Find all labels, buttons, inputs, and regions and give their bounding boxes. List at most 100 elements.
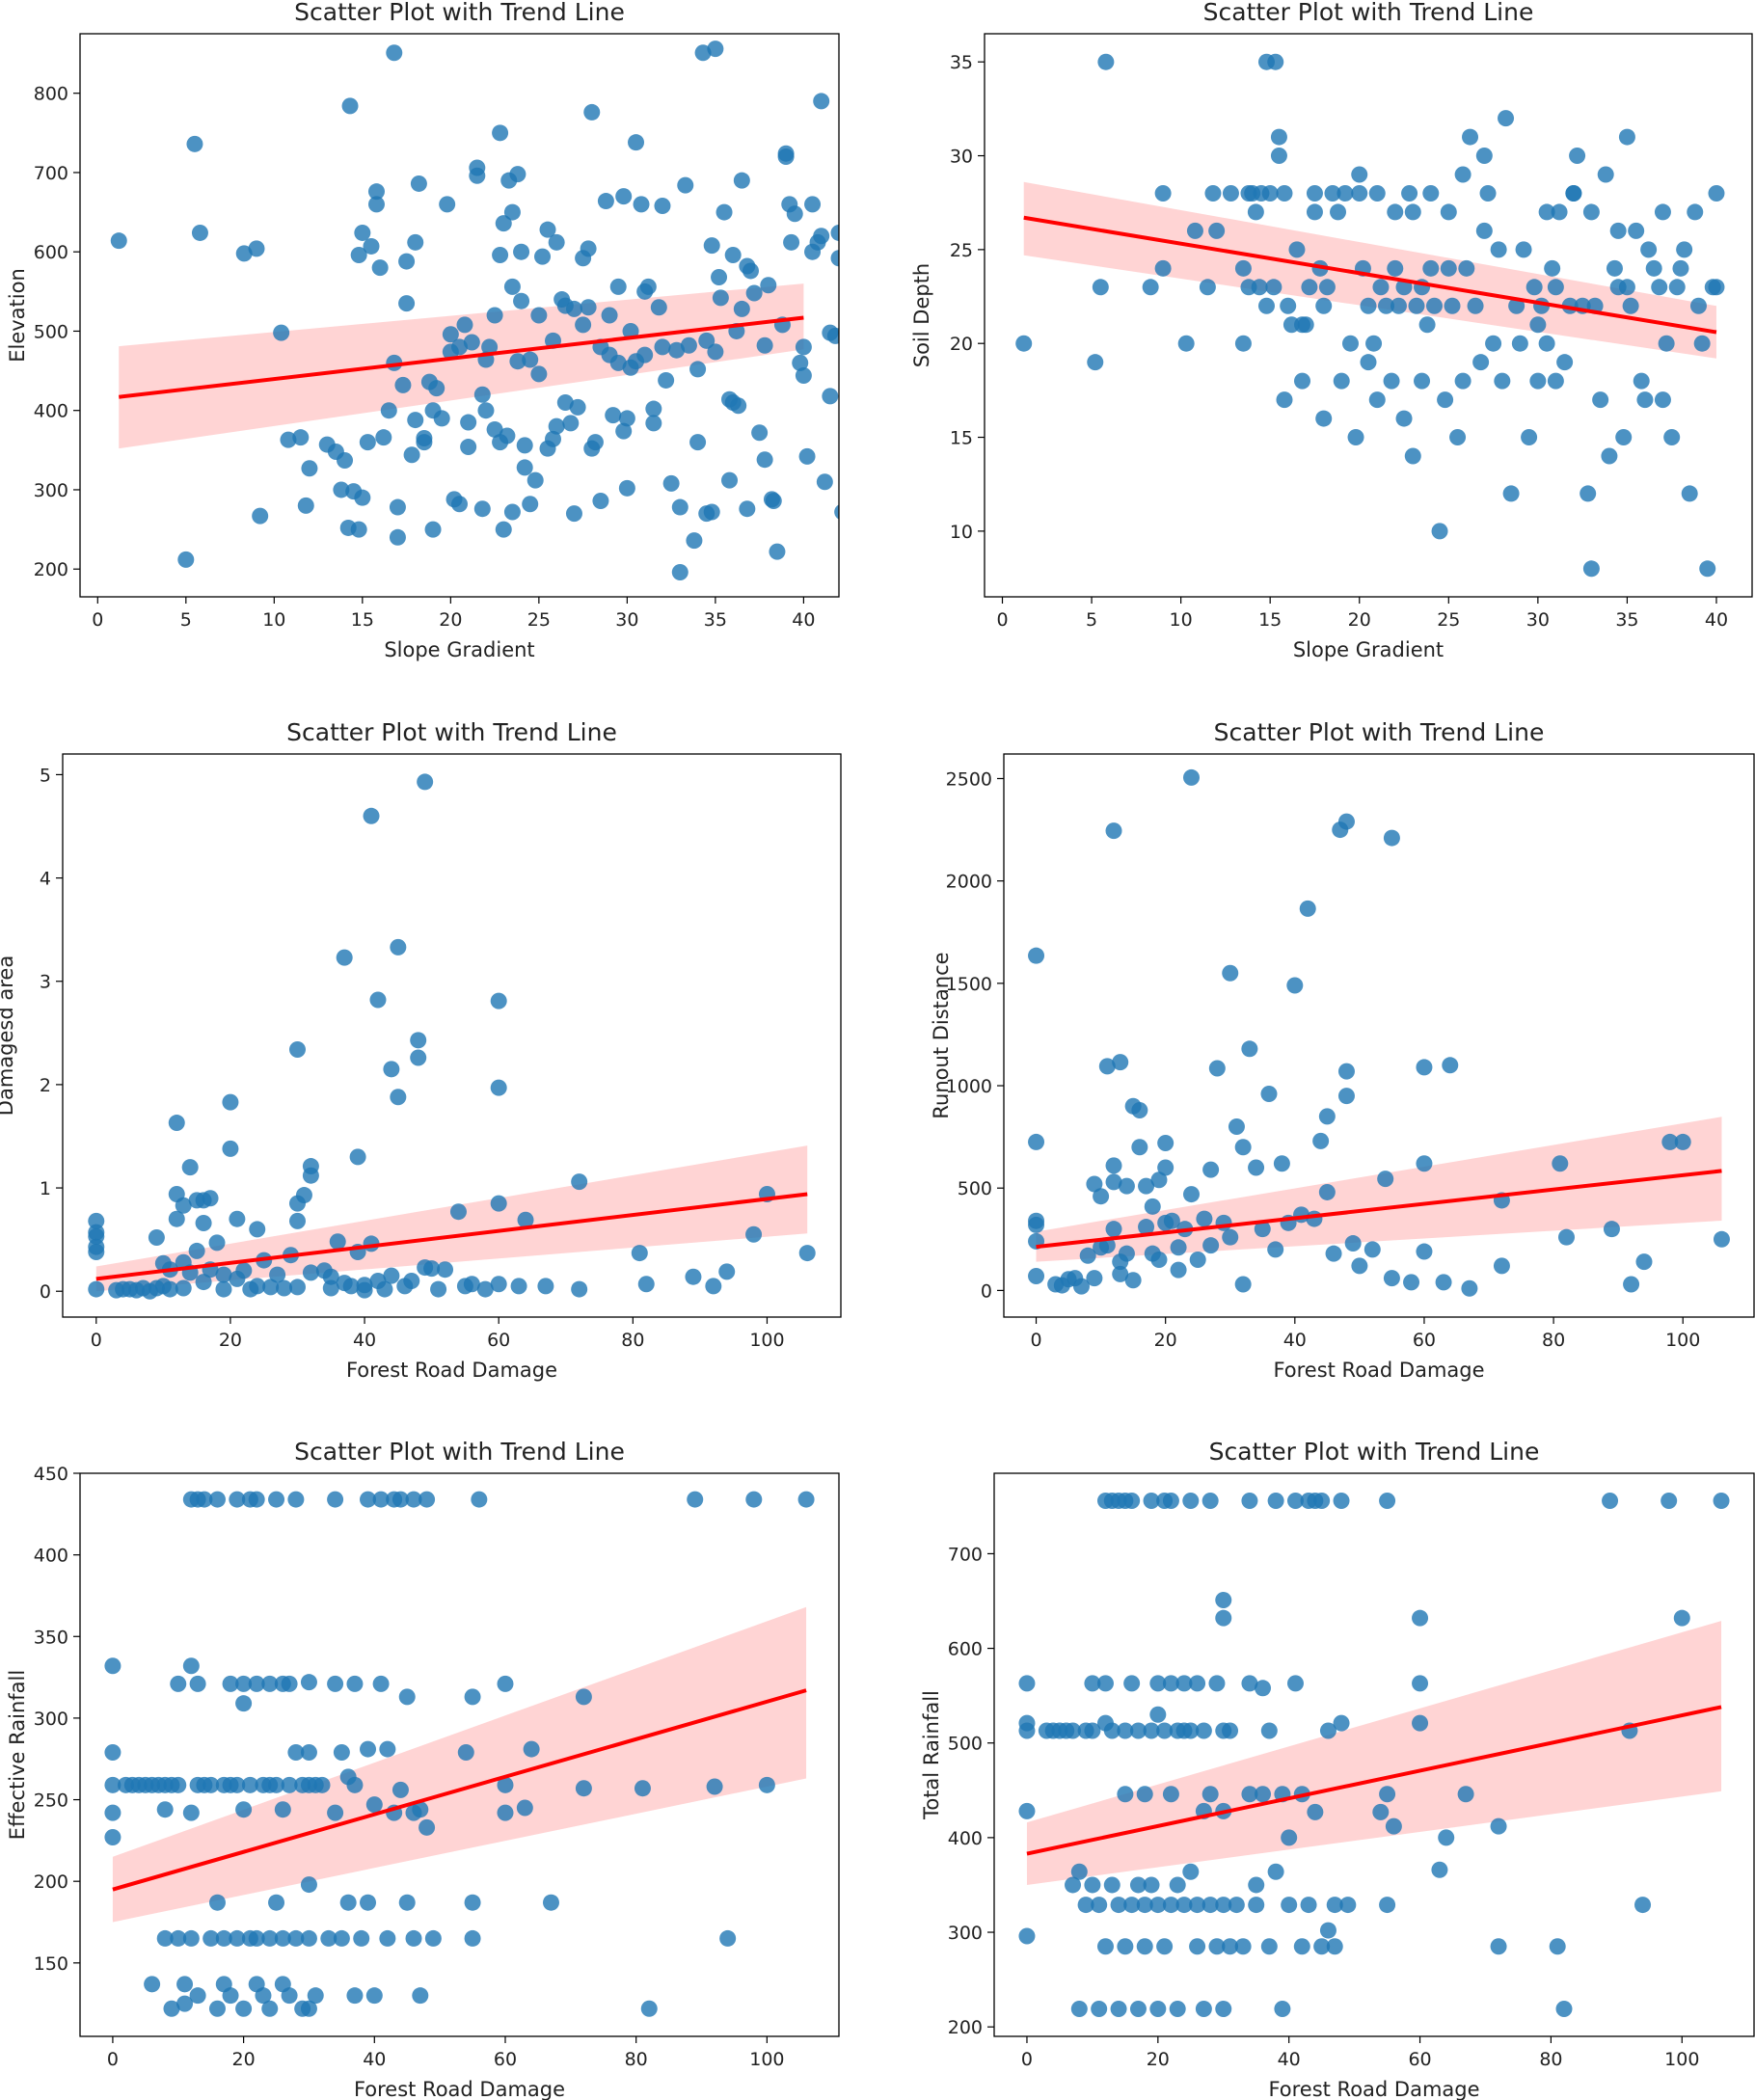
data-point	[1267, 1241, 1284, 1258]
data-point	[703, 237, 720, 255]
data-point	[405, 1929, 422, 1947]
data-point	[1222, 1938, 1239, 1955]
data-point	[628, 134, 645, 151]
data-point	[1103, 1876, 1120, 1894]
y-tick-label: 200	[948, 2017, 983, 2038]
y-tick-label: 1	[40, 1178, 51, 1199]
data-point	[758, 1776, 775, 1793]
data-point	[804, 196, 822, 213]
data-point	[1112, 1265, 1129, 1282]
data-point	[170, 1929, 187, 1947]
data-point	[1028, 1216, 1045, 1233]
data-point	[1440, 259, 1457, 277]
data-point	[1098, 1058, 1116, 1075]
data-point	[1280, 297, 1297, 314]
data-point	[1337, 813, 1355, 830]
data-point	[1257, 297, 1275, 314]
data-point	[416, 429, 433, 446]
data-point	[1117, 1786, 1134, 1803]
data-point	[1383, 829, 1400, 847]
data-point	[745, 1225, 763, 1243]
data-point	[302, 1264, 319, 1281]
data-point	[851, 244, 868, 260]
data-point	[280, 431, 297, 448]
data-point	[1105, 1221, 1122, 1238]
data-point	[495, 521, 512, 538]
data-point	[1672, 259, 1689, 277]
x-tick-label: 40	[363, 2049, 386, 2070]
data-point	[248, 240, 265, 257]
data-point	[1215, 2001, 1232, 2018]
data-point	[410, 1049, 427, 1066]
data-point	[1404, 203, 1421, 221]
data-point	[463, 1276, 480, 1293]
data-point	[202, 1190, 219, 1207]
data-point	[353, 1929, 370, 1947]
data-point	[1189, 1938, 1206, 1955]
data-point	[513, 292, 530, 310]
data-point	[1602, 1492, 1619, 1509]
data-point	[1368, 184, 1386, 202]
x-tick-label: 80	[625, 2049, 648, 2070]
data-point	[522, 351, 539, 368]
data-point	[1377, 1171, 1394, 1188]
data-point	[1175, 1897, 1193, 1914]
data-point	[1401, 184, 1418, 202]
data-point	[88, 1224, 105, 1241]
data-point	[1157, 1159, 1174, 1176]
data-point	[229, 1776, 246, 1793]
data-point	[658, 371, 675, 389]
data-point	[460, 439, 477, 456]
data-point	[1490, 1817, 1507, 1835]
data-point	[671, 564, 688, 581]
data-point	[302, 1167, 319, 1184]
data-point	[1142, 279, 1159, 296]
data-point	[765, 492, 782, 509]
x-tick-label: 40	[792, 609, 815, 631]
data-point	[412, 1801, 429, 1818]
data-point	[526, 471, 544, 489]
data-point	[229, 1210, 246, 1227]
data-point	[398, 1894, 416, 1911]
data-point	[1248, 1897, 1265, 1914]
data-point	[503, 278, 521, 295]
data-point	[1490, 1938, 1507, 1955]
data-point	[509, 166, 526, 183]
chart-panel-1: 0 5 10 15 20 25 30 35 40 200 300 400 500 600 700 800 Sca…	[6, 0, 868, 661]
data-point	[1339, 1897, 1357, 1914]
data-point	[1475, 148, 1493, 165]
data-point	[580, 240, 597, 257]
data-point	[1234, 335, 1252, 352]
data-point	[1281, 1897, 1298, 1914]
data-point	[1028, 1268, 1045, 1285]
data-point	[1150, 1252, 1168, 1269]
chart-title: Scatter Plot with Trend Line	[294, 1438, 625, 1466]
data-point	[1347, 429, 1364, 446]
data-point	[1319, 1922, 1336, 1939]
data-point	[522, 496, 539, 513]
data-point	[1403, 1274, 1420, 1291]
data-point	[417, 773, 434, 791]
data-point	[706, 1778, 723, 1795]
data-point	[356, 1277, 373, 1294]
data-point	[1634, 1897, 1652, 1914]
x-tick-label: 35	[704, 609, 727, 631]
data-point	[1149, 2001, 1167, 2018]
data-point	[1319, 1722, 1336, 1739]
data-point	[1713, 1492, 1730, 1509]
data-point	[1387, 203, 1404, 221]
data-point	[571, 1173, 588, 1191]
y-tick-label: 200	[34, 1871, 68, 1893]
data-point	[1412, 1609, 1429, 1627]
data-point	[1265, 279, 1282, 296]
data-point	[1416, 1155, 1433, 1172]
data-point	[1628, 222, 1645, 239]
data-point	[1154, 184, 1172, 202]
data-point	[1582, 203, 1600, 221]
data-point	[1580, 485, 1597, 502]
data-point	[777, 145, 795, 162]
data-point	[292, 429, 310, 446]
data-point	[367, 183, 385, 201]
data-point	[202, 1929, 220, 1947]
data-point	[1196, 1210, 1213, 1227]
